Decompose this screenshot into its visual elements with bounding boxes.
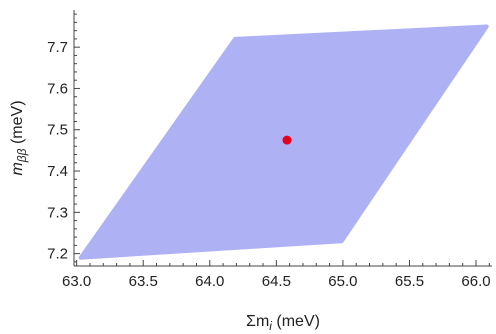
y-tick-label: 7.6 <box>47 80 68 97</box>
x-axis-label-main: Σm <box>246 313 269 330</box>
y-tick-label: 7.2 <box>47 246 68 263</box>
y-tick-label: 7.4 <box>47 163 68 180</box>
y-tick-label: 7.5 <box>47 122 68 139</box>
plot-area <box>78 24 489 260</box>
x-tick-label: 64.0 <box>195 273 224 290</box>
best-fit-point <box>282 135 292 145</box>
x-tick-label: 63.0 <box>62 273 91 290</box>
x-tick-label: 65.0 <box>328 273 357 290</box>
x-tick-label: 66.0 <box>461 273 490 290</box>
x-axis-label-sub: i <box>269 319 272 333</box>
x-tick-label: 63.5 <box>129 273 158 290</box>
y-axis-label-sub: ββ <box>15 148 29 163</box>
y-axis-label-unit: (meV) <box>9 100 26 148</box>
y-axis-label: mββ (meV) <box>9 100 29 175</box>
ticks: 63.0 63.5 64.0 64.5 65.0 65.5 66.0 7.2 7.3 7.4 7.5… <box>47 13 491 290</box>
y-axis-label-main: m <box>9 162 26 175</box>
x-axis-label-unit: (meV) <box>272 313 320 330</box>
x-tick-label: 65.5 <box>395 273 424 290</box>
x-tick-label: 64.5 <box>262 273 291 290</box>
y-tick-label: 7.7 <box>47 39 68 56</box>
x-axis-label: Σmi (meV) <box>246 313 320 333</box>
y-tick-label: 7.3 <box>47 204 68 221</box>
